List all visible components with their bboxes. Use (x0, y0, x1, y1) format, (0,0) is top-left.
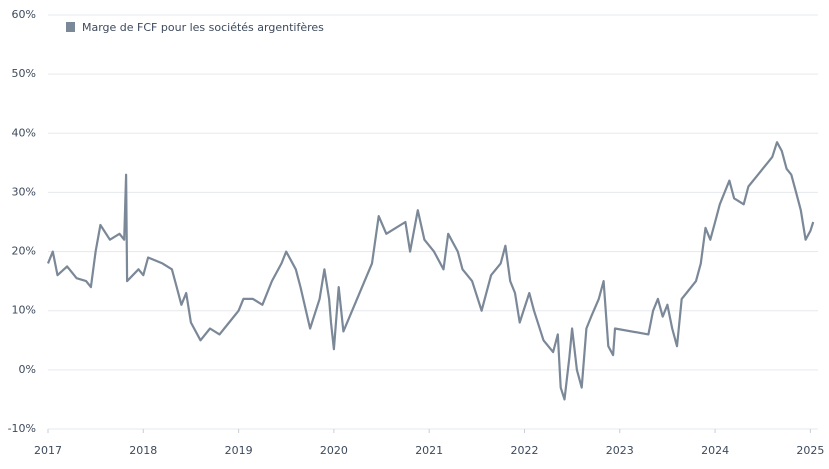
x-tick-label: 2018 (129, 444, 157, 457)
y-tick-label: 0% (19, 363, 36, 376)
x-tick-label: 2020 (320, 444, 348, 457)
y-tick-label: -10% (8, 422, 36, 435)
x-tick-label: 2022 (510, 444, 538, 457)
legend-swatch (66, 22, 75, 32)
x-tick-label: 2021 (415, 444, 443, 457)
legend-label: Marge de FCF pour les sociétés argentifè… (82, 21, 324, 34)
y-tick-label: 50% (12, 67, 36, 80)
y-tick-label: 10% (12, 304, 36, 317)
x-tick-label: 2017 (34, 444, 62, 457)
x-tick-label: 2024 (701, 444, 729, 457)
y-tick-label: 60% (12, 8, 36, 21)
y-tick-label: 30% (12, 185, 36, 198)
series-line (46, 141, 815, 401)
y-tick-label: 20% (12, 245, 36, 258)
x-tick-label: 2023 (606, 444, 634, 457)
y-tick-label: 40% (12, 126, 36, 139)
x-tick-label: 2025 (796, 444, 824, 457)
x-tick-label: 2019 (225, 444, 253, 457)
